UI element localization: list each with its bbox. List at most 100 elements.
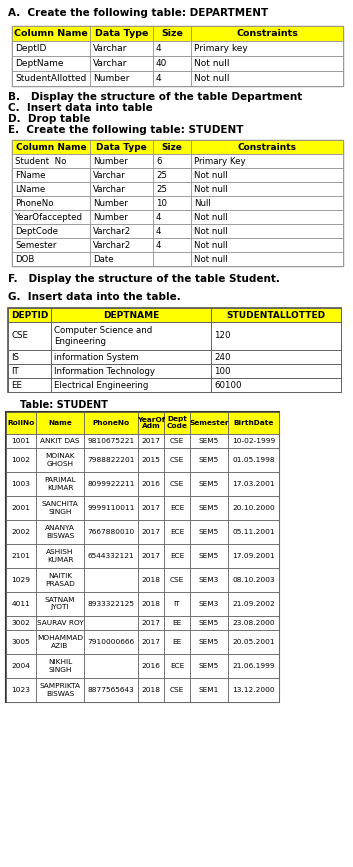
Text: 13.12.2000: 13.12.2000	[232, 687, 275, 693]
Text: 6: 6	[156, 157, 162, 166]
Bar	[153, 210, 191, 224]
Text: SEM5: SEM5	[199, 481, 219, 487]
Bar	[228, 412, 279, 434]
Text: CSE: CSE	[170, 687, 184, 693]
Bar	[190, 412, 228, 434]
Bar	[6, 520, 36, 544]
Text: Number: Number	[93, 199, 128, 207]
Bar	[138, 434, 164, 448]
Bar	[211, 350, 341, 364]
Text: G.  Insert data into the table.: G. Insert data into the table.	[8, 292, 181, 302]
Text: 2017: 2017	[142, 529, 161, 535]
Bar	[8, 308, 51, 322]
Bar	[8, 378, 51, 392]
Text: Varchar: Varchar	[93, 185, 126, 193]
Text: information System: information System	[54, 353, 139, 362]
Text: 2017: 2017	[142, 505, 161, 511]
Bar	[36, 544, 84, 568]
Bar	[90, 252, 153, 266]
Text: 2015: 2015	[142, 457, 160, 463]
Bar	[228, 592, 279, 616]
Text: NAITIK
PRASAD: NAITIK PRASAD	[45, 573, 75, 586]
Text: Varchar: Varchar	[93, 171, 126, 179]
Bar	[84, 412, 138, 434]
Text: 4: 4	[156, 240, 162, 250]
Text: 100: 100	[214, 367, 231, 375]
Text: CSE: CSE	[170, 577, 184, 583]
Bar	[138, 630, 164, 654]
Text: 05.11.2001: 05.11.2001	[232, 529, 275, 535]
Text: Null: Null	[194, 199, 211, 207]
Text: 7667880010: 7667880010	[88, 529, 134, 535]
Bar	[190, 616, 228, 630]
Bar	[164, 592, 190, 616]
Text: Not null: Not null	[194, 212, 228, 221]
Text: StudentAllotted: StudentAllotted	[15, 74, 86, 83]
Bar	[90, 182, 153, 196]
Text: Size: Size	[162, 142, 183, 152]
Text: SEM5: SEM5	[199, 553, 219, 559]
Text: C.  Insert data into table: C. Insert data into table	[8, 103, 153, 113]
Bar	[36, 678, 84, 702]
Text: 8877565643: 8877565643	[88, 687, 134, 693]
Text: Constraints: Constraints	[238, 142, 297, 152]
Text: MOINAK
GHOSH: MOINAK GHOSH	[45, 453, 75, 466]
Text: Dept
Code: Dept Code	[167, 416, 187, 429]
Bar	[164, 630, 190, 654]
Bar	[138, 448, 164, 472]
Bar	[90, 56, 153, 71]
Bar	[191, 140, 343, 154]
Text: Varchar2: Varchar2	[93, 226, 131, 236]
Text: 7988822201: 7988822201	[87, 457, 135, 463]
Bar	[12, 224, 90, 238]
Bar	[6, 544, 36, 568]
Text: Not null: Not null	[194, 226, 228, 236]
Text: Number: Number	[93, 74, 130, 83]
Text: 01.05.1998: 01.05.1998	[232, 457, 275, 463]
Text: DEPTNAME: DEPTNAME	[103, 310, 159, 320]
Bar	[36, 592, 84, 616]
Text: Column Name: Column Name	[16, 142, 86, 152]
Text: 2101: 2101	[12, 553, 30, 559]
Text: 40: 40	[156, 59, 167, 68]
Bar	[228, 678, 279, 702]
Bar	[84, 616, 138, 630]
Bar	[190, 472, 228, 496]
Bar	[84, 544, 138, 568]
Bar	[164, 568, 190, 592]
Bar	[12, 41, 90, 56]
Bar	[153, 56, 191, 71]
Bar	[84, 520, 138, 544]
Text: Constraints: Constraints	[236, 29, 298, 38]
Bar	[84, 472, 138, 496]
Text: Electrical Engineering: Electrical Engineering	[54, 381, 148, 389]
Bar	[138, 472, 164, 496]
Text: 20.05.2001: 20.05.2001	[232, 639, 275, 645]
Bar	[6, 412, 279, 702]
Bar	[6, 630, 36, 654]
Bar	[6, 434, 36, 448]
Bar	[164, 616, 190, 630]
Bar	[12, 210, 90, 224]
Bar	[153, 252, 191, 266]
Bar	[190, 434, 228, 448]
Bar	[190, 544, 228, 568]
Text: 60100: 60100	[214, 381, 241, 389]
Text: A.  Create the following table: DEPARTMENT: A. Create the following table: DEPARTMEN…	[8, 8, 268, 18]
Text: SEM1: SEM1	[199, 687, 219, 693]
Bar	[138, 568, 164, 592]
Bar	[138, 592, 164, 616]
Bar	[36, 496, 84, 520]
Text: Not null: Not null	[194, 59, 229, 68]
Text: Semester: Semester	[15, 240, 56, 250]
Text: 120: 120	[214, 331, 231, 341]
Bar	[164, 544, 190, 568]
Bar	[191, 26, 343, 41]
Text: Date: Date	[93, 255, 114, 264]
Text: DeptName: DeptName	[15, 59, 64, 68]
Text: 21.09.2002: 21.09.2002	[232, 601, 275, 607]
Bar	[164, 434, 190, 448]
Bar	[228, 544, 279, 568]
Bar	[90, 154, 153, 168]
Text: 4: 4	[156, 74, 162, 83]
